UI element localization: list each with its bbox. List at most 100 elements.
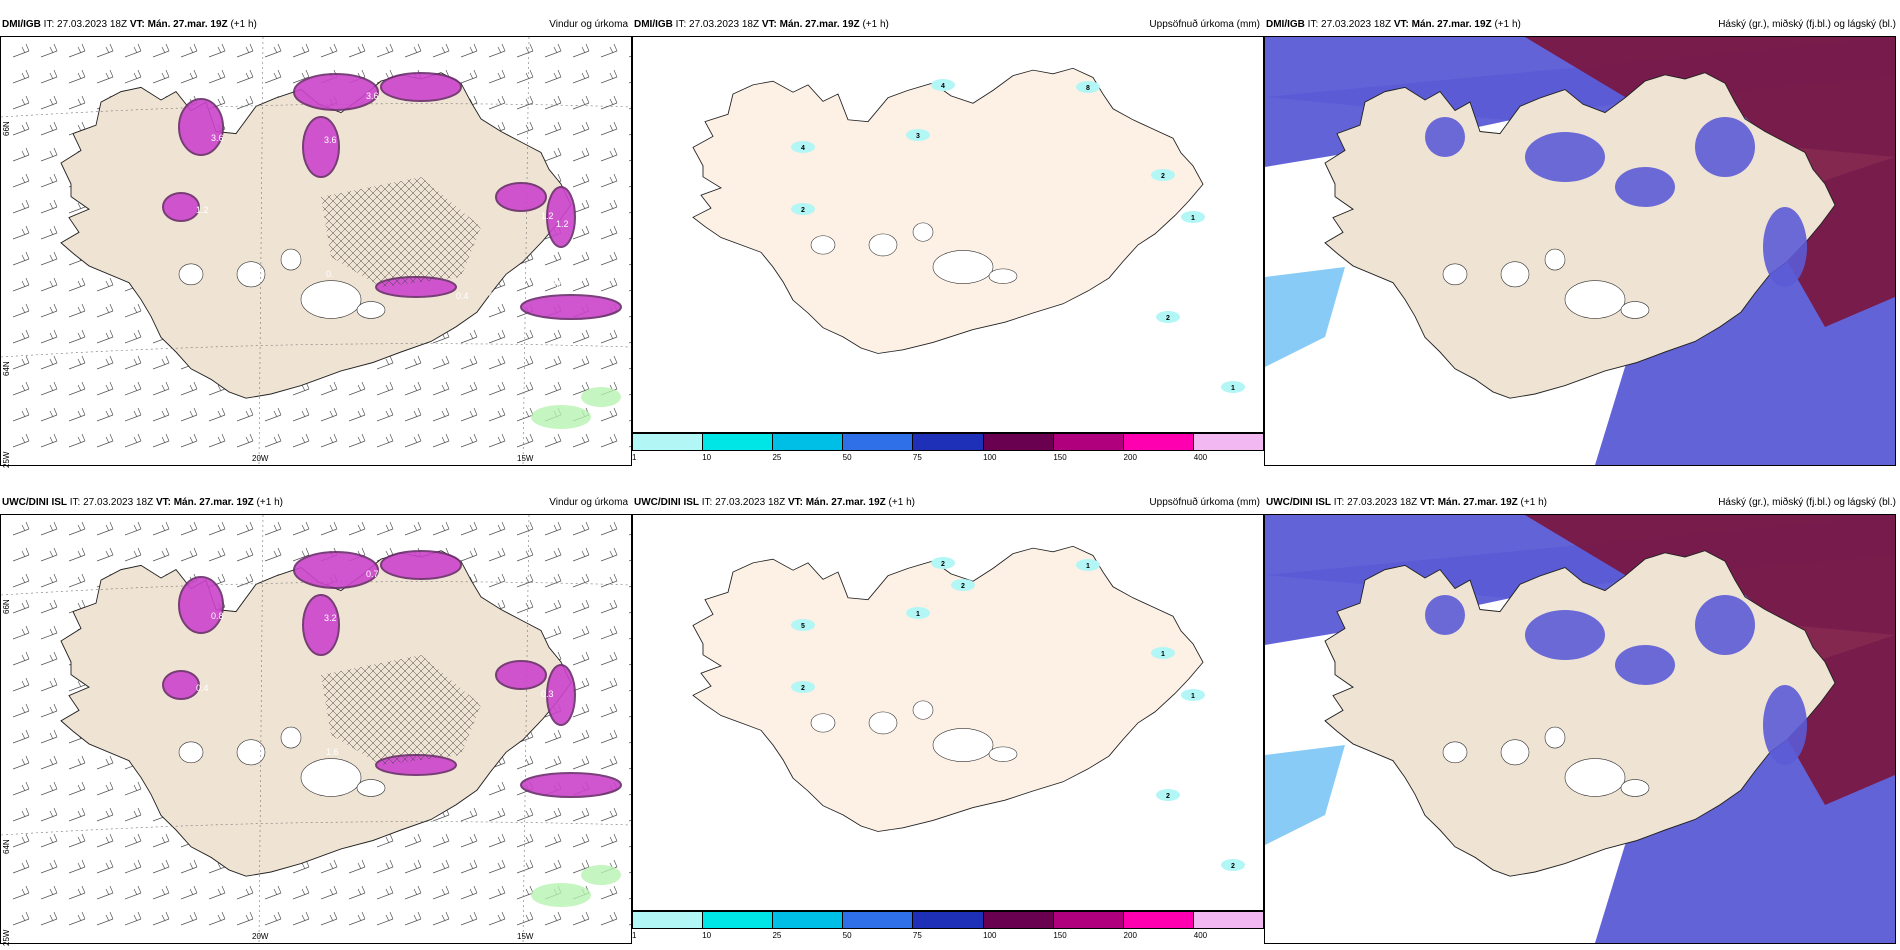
wind-barb (68, 911, 86, 926)
wind-barb (460, 807, 478, 822)
colorbar-segment (843, 434, 914, 450)
init-time: IT: 27.03.2023 18Z (1304, 19, 1394, 30)
wind-barb (460, 43, 478, 58)
wind-barb (376, 885, 394, 900)
wind-barb (96, 833, 114, 848)
wind-barb (600, 625, 618, 640)
precip-value-label: 8 (1086, 85, 1090, 92)
wind-barb (96, 407, 114, 422)
precip-patch (931, 79, 955, 91)
wind-barb (544, 69, 562, 84)
wind-barb (236, 69, 254, 84)
valid-time: VT: Mán. 27.mar. 19Z (1393, 19, 1492, 30)
wind-value-label: 1.2 (196, 205, 209, 215)
wind-barb (236, 407, 254, 422)
map-area: 4 4 3 8 2 1 2 1 2 (632, 36, 1264, 433)
precip-value-label: 1 (1086, 563, 1090, 570)
wind-barb (208, 911, 226, 926)
wind-barb (572, 911, 590, 926)
wind-barb (292, 885, 310, 900)
panel-cloud-uwc: UWC/DINI ISL IT: 27.03.2023 18Z VT: Mán.… (1264, 492, 1900, 944)
wind-barb (40, 625, 58, 640)
wind-barb (208, 521, 226, 536)
wind-barb (12, 833, 30, 848)
lat-label: 66N (2, 121, 11, 136)
wind-value-label: 3.6 (366, 91, 379, 101)
wind-barb (600, 911, 618, 926)
wind-barb (68, 329, 86, 344)
wind-barb (40, 859, 58, 874)
wind-barb (600, 225, 618, 240)
wind-barb (628, 289, 631, 292)
precip-blob (520, 772, 622, 798)
panel-wind-uwc: UWC/DINI ISL IT: 27.03.2023 18Z VT: Mán.… (0, 492, 632, 946)
panel-header: DMI/IGB IT: 27.03.2023 18Z VT: Mán. 27.m… (1266, 18, 1896, 32)
lon-label: 20W (252, 932, 269, 941)
wind-barb (236, 573, 254, 588)
wind-barb (628, 897, 631, 900)
precip-value-label: 5 (801, 623, 805, 630)
wind-barb (124, 911, 142, 926)
wind-barb (12, 95, 30, 110)
wind-barb (96, 69, 114, 84)
wind-barb (40, 781, 58, 796)
wind-barb (544, 433, 562, 448)
precip-value-label: 2 (1166, 793, 1170, 800)
wind-barb (600, 651, 618, 666)
wind-barb (12, 381, 30, 396)
wind-value-label: 3.6 (324, 135, 337, 145)
precip-blob (162, 192, 200, 222)
wind-barb (264, 547, 282, 562)
wind-barb (40, 729, 58, 744)
precip-blob (293, 551, 379, 589)
wind-barb (572, 147, 590, 162)
wind-barb (600, 199, 618, 214)
wind-barb (376, 833, 394, 848)
wind-barb (40, 147, 58, 162)
colorbar-segment (703, 912, 774, 928)
wind-barb (264, 69, 282, 84)
wind-barb (96, 885, 114, 900)
wind-barb (600, 277, 618, 292)
valid-time: VT: Mán. 27.mar. 19Z (129, 19, 228, 30)
precip-blob-light (581, 865, 621, 885)
wind-barb (432, 43, 450, 58)
wind-barb (516, 407, 534, 422)
precip-value-label: 1 (1191, 215, 1195, 222)
glacier (1620, 779, 1650, 797)
wind-barb (544, 729, 562, 744)
wind-barb (516, 755, 534, 770)
precip-blob-light (581, 387, 621, 407)
wind-barb (600, 433, 618, 448)
wind-barb (68, 69, 86, 84)
wind-barb (236, 433, 254, 448)
glacier (178, 741, 204, 764)
wind-barb (600, 121, 618, 136)
coastline (692, 67, 1204, 354)
wind-barb (628, 923, 631, 926)
glacier (236, 261, 266, 288)
wind-barb (572, 729, 590, 744)
wind-barb (404, 521, 422, 536)
wind-barb (96, 433, 114, 448)
wind-barb (40, 95, 58, 110)
wind-barb (628, 211, 631, 214)
wind-barb (460, 885, 478, 900)
wind-barb (544, 833, 562, 848)
wind-barb (40, 355, 58, 370)
wind-barb (180, 43, 198, 58)
panel-header: UWC/DINI ISL IT: 27.03.2023 18Z VT: Mán.… (2, 496, 628, 510)
wind-value-label: 0.3 (541, 689, 554, 699)
wind-barb (320, 911, 338, 926)
wind-barb (488, 433, 506, 448)
wind-barb (516, 277, 534, 292)
wind-barb (348, 911, 366, 926)
glacier (868, 711, 898, 735)
init-time: IT: 27.03.2023 18Z (699, 497, 788, 508)
wind-barb (40, 599, 58, 614)
wind-barb (544, 599, 562, 614)
wind-barb (320, 885, 338, 900)
lon-line (522, 37, 530, 465)
wind-barb (96, 381, 114, 396)
wind-barb (124, 807, 142, 822)
